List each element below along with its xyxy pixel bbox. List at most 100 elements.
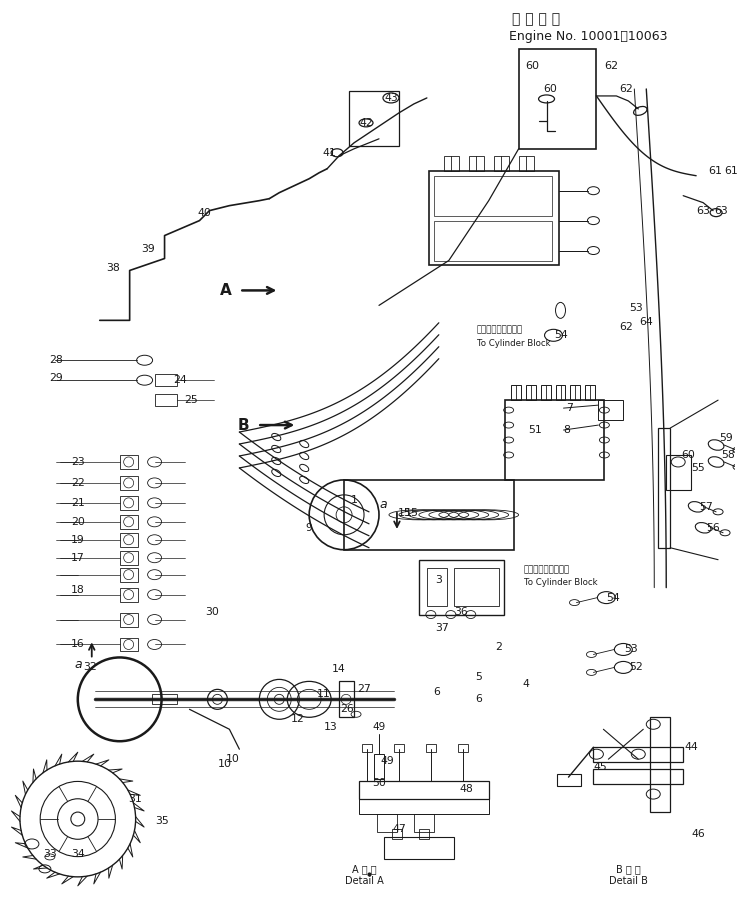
Bar [155, 374, 177, 387]
Text: 61: 61 [724, 165, 737, 175]
Text: 28: 28 [49, 355, 63, 365]
Bar [570, 385, 581, 400]
Bar [593, 747, 683, 762]
Text: 1: 1 [351, 494, 357, 505]
Bar [658, 428, 670, 547]
Text: 64: 64 [640, 317, 653, 327]
Bar [119, 588, 138, 601]
Text: 62: 62 [620, 323, 633, 333]
Text: 7: 7 [566, 403, 573, 414]
Text: 40: 40 [198, 208, 212, 218]
Text: 17: 17 [71, 553, 85, 563]
Text: 53: 53 [629, 303, 643, 314]
Text: 24: 24 [174, 375, 187, 385]
Bar [119, 533, 138, 547]
Text: 20: 20 [71, 517, 85, 527]
Text: 39: 39 [141, 244, 155, 254]
Bar [598, 400, 624, 420]
Bar [359, 799, 489, 814]
Text: 44: 44 [684, 743, 698, 752]
Bar [119, 612, 138, 627]
Text: 15: 15 [405, 508, 419, 518]
Bar [556, 385, 565, 400]
Text: 11: 11 [317, 690, 331, 699]
Bar [666, 455, 691, 490]
Text: 59: 59 [719, 433, 733, 443]
Text: 14: 14 [332, 664, 346, 674]
Bar [414, 814, 434, 832]
Text: 8: 8 [563, 425, 570, 435]
Bar [119, 567, 138, 582]
Text: Detail B: Detail B [609, 876, 648, 886]
Text: 35: 35 [156, 816, 170, 826]
Text: 適 用 号 機: 適 用 号 機 [511, 13, 560, 26]
Text: 54: 54 [555, 330, 568, 341]
Bar [556, 774, 581, 786]
Bar [519, 156, 534, 171]
Text: 25: 25 [184, 396, 198, 405]
Bar [426, 744, 436, 752]
Text: 58: 58 [722, 450, 735, 460]
Text: 57: 57 [699, 502, 713, 512]
Text: 31: 31 [128, 794, 142, 804]
Bar [119, 551, 138, 565]
Text: 45: 45 [593, 762, 607, 772]
Bar [349, 91, 399, 146]
Text: To Cylinder Block: To Cylinder Block [523, 578, 597, 587]
Bar [540, 385, 551, 400]
Text: 54: 54 [607, 592, 621, 602]
Text: 21: 21 [71, 498, 85, 508]
Text: 10: 10 [226, 754, 240, 764]
Bar [585, 385, 595, 400]
Text: 27: 27 [357, 684, 371, 694]
Text: Engine No. 10001～10063: Engine No. 10001～10063 [509, 30, 667, 42]
Text: 3: 3 [436, 574, 442, 584]
Text: 51: 51 [528, 425, 542, 435]
Bar [444, 156, 458, 171]
Bar [434, 175, 551, 216]
Bar [427, 567, 447, 606]
Text: 43: 43 [384, 93, 398, 102]
Text: 5: 5 [475, 672, 482, 682]
Bar [593, 770, 683, 784]
Text: 2: 2 [495, 643, 502, 653]
Text: シリンダブロックへ: シリンダブロックへ [477, 325, 523, 334]
Bar [152, 694, 177, 704]
Text: 29: 29 [49, 373, 63, 383]
Text: A 詳 細: A 詳 細 [352, 864, 377, 874]
Text: 49: 49 [380, 756, 394, 766]
Text: 36: 36 [454, 607, 468, 617]
Text: Detail A: Detail A [345, 876, 383, 886]
Text: 41: 41 [322, 147, 336, 158]
Text: 6: 6 [433, 688, 440, 698]
Text: 62: 62 [604, 61, 618, 71]
Text: 10: 10 [217, 759, 231, 770]
Bar [119, 637, 138, 652]
Text: 63: 63 [696, 206, 710, 216]
Text: 26: 26 [340, 704, 354, 715]
Text: 37: 37 [435, 622, 449, 633]
Text: 48: 48 [460, 784, 474, 794]
Text: a: a [380, 498, 387, 512]
Bar [494, 156, 509, 171]
Text: 12: 12 [290, 715, 304, 725]
Bar [339, 681, 354, 717]
Bar [434, 220, 551, 261]
Bar [392, 829, 402, 839]
Text: 9: 9 [306, 523, 312, 533]
Bar [419, 560, 503, 615]
Text: 42: 42 [359, 118, 373, 128]
Text: 19: 19 [71, 535, 85, 545]
Bar [377, 814, 397, 832]
Text: To Cylinder Block: To Cylinder Block [477, 339, 551, 348]
Text: 23: 23 [71, 457, 85, 467]
Text: 61: 61 [708, 165, 722, 175]
Text: A: A [220, 283, 231, 298]
Bar [119, 455, 138, 469]
Text: 52: 52 [629, 663, 643, 672]
Bar [362, 744, 372, 752]
Bar [469, 156, 483, 171]
Text: シリンダブロックへ: シリンダブロックへ [523, 565, 570, 574]
Text: 60: 60 [525, 61, 539, 71]
Text: 56: 56 [706, 523, 720, 533]
